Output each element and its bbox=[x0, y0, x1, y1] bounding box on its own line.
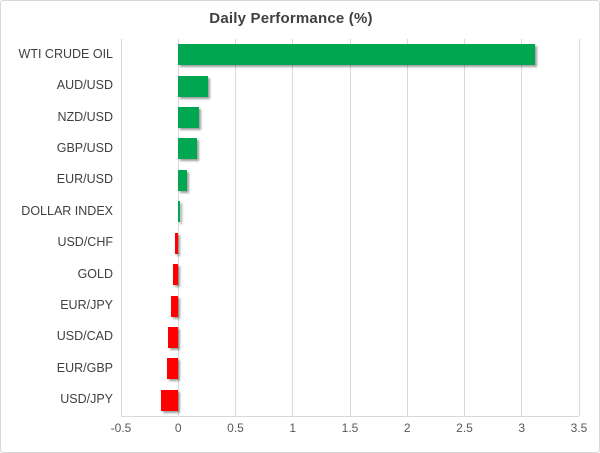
gridline-x-3 bbox=[521, 39, 523, 416]
bar-gbp-usd bbox=[178, 138, 197, 160]
x-axis-line bbox=[121, 416, 579, 417]
x-tick-label-1: 1 bbox=[289, 421, 297, 435]
category-label-usd-cad: USD/CAD bbox=[56, 329, 113, 344]
x-tick-label-0.5: 0.5 bbox=[227, 421, 244, 435]
x-tick-label-2.5: 2.5 bbox=[456, 421, 473, 435]
category-label-eur-jpy: EUR/JPY bbox=[60, 298, 113, 313]
category-label-eur-gbp: EUR/GBP bbox=[56, 360, 113, 375]
x-tick-label-3.5: 3.5 bbox=[570, 421, 588, 435]
gridline-x-1 bbox=[292, 39, 294, 416]
bar-nzd-usd bbox=[178, 107, 199, 129]
gridline-x-2 bbox=[406, 39, 408, 416]
bar-eur-gbp bbox=[166, 358, 179, 380]
bar-usd-chf bbox=[174, 232, 179, 254]
plot-area bbox=[120, 39, 580, 417]
bar-wti-crude-oil bbox=[178, 44, 536, 66]
category-label-dollar-index: DOLLAR INDEX bbox=[21, 203, 113, 218]
category-label-wti-crude-oil: WTI CRUDE OIL bbox=[18, 46, 113, 61]
gridline-x-0.5 bbox=[235, 39, 236, 416]
category-label-eur-usd: EUR/USD bbox=[56, 172, 113, 187]
bar-usd-jpy bbox=[161, 389, 179, 411]
x-tick-label-0: 0 bbox=[174, 421, 182, 435]
bar-aud-usd bbox=[178, 75, 209, 97]
gridline-x-1.5 bbox=[349, 39, 351, 416]
gridline-x--0.5 bbox=[120, 39, 122, 416]
bar-eur-jpy bbox=[171, 295, 179, 317]
bar-eur-usd bbox=[178, 169, 188, 191]
gridline-x-2.5 bbox=[464, 39, 465, 416]
gridline-x-3.5 bbox=[578, 39, 580, 416]
category-label-gold: GOLD bbox=[77, 266, 113, 281]
gridline-x-0 bbox=[177, 39, 179, 416]
x-tick-label-1.5: 1.5 bbox=[341, 421, 359, 435]
category-label-aud-usd: AUD/USD bbox=[56, 78, 113, 93]
bar-dollar-index bbox=[178, 201, 180, 223]
bar-gold bbox=[172, 264, 179, 286]
category-label-gbp-usd: GBP/USD bbox=[56, 140, 113, 155]
category-label-usd-chf: USD/CHF bbox=[57, 235, 113, 250]
category-label-nzd-usd: NZD/USD bbox=[57, 109, 113, 124]
x-tick-label-3: 3 bbox=[518, 421, 526, 435]
bar-usd-cad bbox=[167, 326, 179, 348]
category-label-usd-jpy: USD/JPY bbox=[60, 392, 113, 407]
x-axis-tick-labels: -0.5 0 0.5 1 1.5 2 2.5 3 3.5 bbox=[1, 421, 599, 441]
category-axis: WTI CRUDE OIL AUD/USD NZD/USD GBP/USD EUR/US… bbox=[1, 39, 113, 416]
chart-title: Daily Performance (%) bbox=[209, 10, 373, 27]
x-tick-label--0.5: -0.5 bbox=[110, 421, 132, 435]
x-tick-label-2: 2 bbox=[403, 421, 411, 435]
